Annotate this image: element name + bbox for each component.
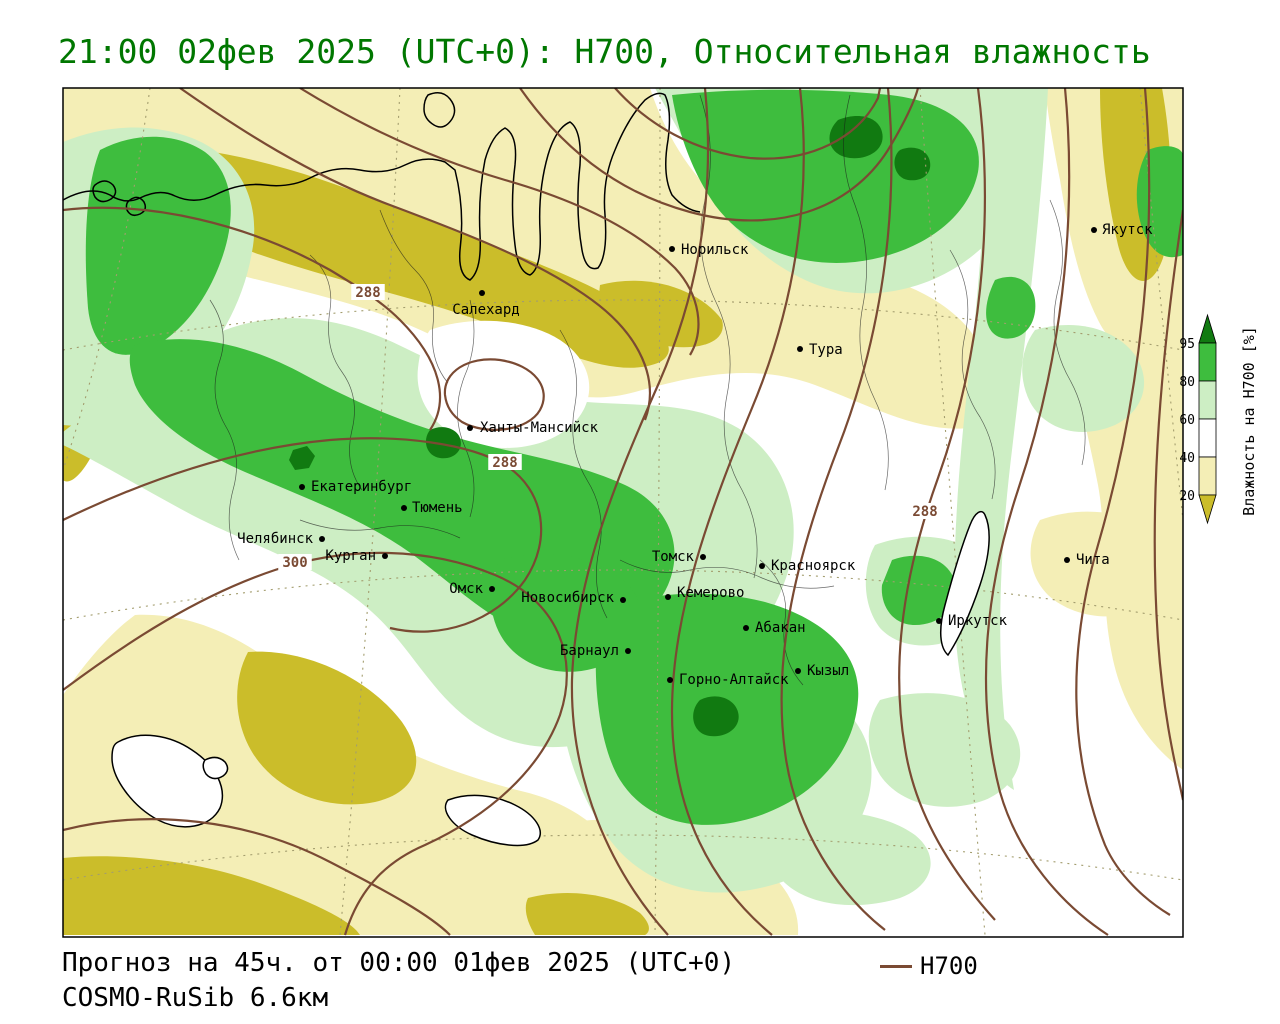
city-dot — [620, 597, 626, 603]
city-label: Екатеринбург — [311, 479, 412, 495]
colorbar-seg-40-60 — [1198, 418, 1217, 458]
contour-legend: H700 — [880, 952, 978, 980]
city-dot — [1091, 227, 1097, 233]
contour-label-chip — [278, 554, 312, 570]
page-title: 21:00 02фев 2025 (UTC+0): H700, Относите… — [58, 32, 1151, 71]
city-dot — [319, 536, 325, 542]
lake-baikal — [940, 510, 990, 657]
city-dot — [665, 594, 671, 600]
city-label: Красноярск — [771, 558, 856, 574]
humidity-shaded-regions — [63, 88, 1183, 935]
city-label: Омск — [449, 581, 483, 597]
city-label: Салехард — [452, 302, 519, 318]
contour-label-chip — [488, 454, 522, 470]
city-label: Ханты-Мансийск — [480, 420, 599, 436]
city-dot — [700, 554, 706, 560]
city-marker: Новосибирск — [521, 590, 626, 606]
city-marker: Екатеринбург — [299, 479, 412, 495]
colorbar-tick: 40 — [1179, 451, 1195, 466]
city-dot — [797, 346, 803, 352]
city-marker: Кемерово — [665, 585, 744, 601]
colorbar-arrow-down — [1198, 494, 1217, 525]
city-label: Кемерово — [677, 585, 744, 601]
city-label: Тюмень — [412, 500, 463, 516]
city-label: Горно-Алтайск — [679, 672, 789, 688]
city-marker: Челябинск — [237, 531, 325, 547]
admin-borders — [209, 94, 1086, 686]
contour-legend-label: H700 — [920, 952, 978, 980]
city-dot — [1064, 557, 1070, 563]
contour-label: 288 — [492, 455, 517, 471]
city-label: Барнаул — [560, 643, 619, 659]
city-marker: Барнаул — [560, 643, 631, 659]
city-dot — [467, 425, 473, 431]
forecast-info-line: Прогноз на 45ч. от 00:00 01фев 2025 (UTC… — [62, 948, 736, 978]
colorbar-tick: 20 — [1179, 489, 1195, 504]
city-label: Челябинск — [237, 531, 313, 547]
city-marker: Иркутск — [936, 613, 1008, 629]
contour-label-chip — [351, 284, 385, 300]
city-label: Норильск — [681, 242, 749, 258]
colorbar-arrow-up — [1198, 313, 1217, 344]
city-dot — [382, 553, 388, 559]
city-marker: Тура — [797, 342, 843, 358]
contour-label-chip — [908, 503, 942, 519]
city-dot — [299, 484, 305, 490]
colorbar-axis-label: Влажность на H700 [%] — [1240, 326, 1258, 516]
city-label: Новосибирск — [521, 590, 614, 606]
colorbar-tick: 80 — [1179, 375, 1195, 390]
city-dot — [795, 668, 801, 674]
city-marker: Тюмень — [401, 500, 463, 516]
humidity-colorbar: 95 80 60 40 20 Влажность на H700 [%] — [1179, 313, 1258, 525]
colorbar-seg-60-80 — [1198, 380, 1217, 420]
coastline — [63, 92, 990, 847]
h700-contours — [63, 88, 1183, 936]
colorbar-seg-20-40 — [1198, 456, 1217, 496]
city-marker: Красноярск — [759, 558, 856, 574]
city-marker: Салехард — [452, 290, 520, 318]
city-marker: Ханты-Мансийск — [467, 420, 599, 436]
contour-label-group: 288 288 288 300 — [278, 284, 942, 571]
colorbar-tick: 95 — [1179, 337, 1195, 352]
city-marker: Горно-Алтайск — [667, 672, 789, 688]
contour-label: 300 — [282, 555, 307, 571]
city-marker: Курган — [325, 548, 388, 564]
city-dot — [489, 586, 495, 592]
city-label: Чита — [1076, 552, 1110, 568]
contour-label: 288 — [912, 504, 937, 520]
city-dot — [401, 505, 407, 511]
city-dot — [669, 246, 675, 252]
city-label: Кызыл — [807, 663, 849, 679]
city-dot — [479, 290, 485, 296]
city-label: Тура — [809, 342, 843, 358]
contour-legend-line — [880, 964, 912, 968]
city-dot — [667, 677, 673, 683]
city-dot — [936, 618, 942, 624]
city-marker: Норильск — [669, 242, 749, 258]
city-marker-group: Норильск Салехард Тура Якутск Ханты-Мансийск… — [237, 222, 1153, 688]
city-dot — [743, 625, 749, 631]
city-marker: Томск — [652, 549, 706, 565]
city-label: Якутск — [1102, 222, 1153, 238]
contour-label: 288 — [355, 285, 380, 301]
city-marker: Абакан — [743, 620, 806, 636]
city-dot — [625, 648, 631, 654]
colorbar-tick-group: 95 80 60 40 20 — [1179, 337, 1195, 504]
city-marker: Кызыл — [795, 663, 849, 679]
city-marker: Омск — [449, 581, 495, 597]
city-marker: Чита — [1064, 552, 1110, 568]
lake-southwest — [111, 734, 224, 828]
map-frame — [62, 87, 1184, 938]
city-dot — [759, 563, 765, 569]
city-label: Курган — [325, 548, 376, 564]
city-label: Томск — [652, 549, 695, 565]
city-label: Абакан — [755, 620, 806, 636]
colorbar-tick: 60 — [1179, 413, 1195, 428]
city-label: Иркутск — [948, 613, 1008, 629]
model-info-line: COSMO-RuSib 6.6км — [62, 983, 329, 1013]
city-marker: Якутск — [1091, 222, 1153, 238]
colorbar-seg-80-95 — [1198, 342, 1217, 382]
